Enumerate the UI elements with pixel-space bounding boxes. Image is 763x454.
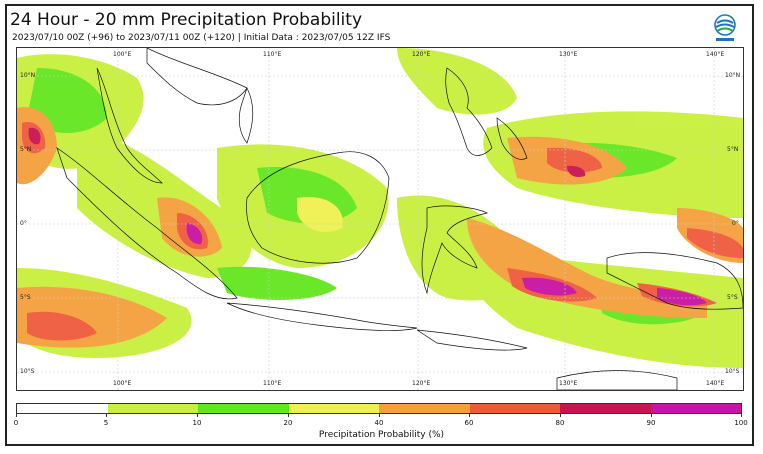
lon-label-bottom: 140°E [706, 380, 725, 387]
lat-label-right: 0° [732, 220, 739, 227]
colorbar-tick [16, 413, 17, 417]
colorbar-title: Precipitation Probability (%) [318, 430, 445, 440]
colorbar-tick [379, 413, 380, 417]
colorbar-segment [198, 404, 289, 413]
colorbar-tick-label: 90 [646, 419, 656, 427]
colorbar-tick [560, 413, 561, 417]
lat-label-left: 0° [20, 220, 27, 227]
lat-label-left: 5°N [20, 146, 32, 153]
lon-label-top: 140°E [706, 51, 725, 58]
lat-label-right: 5°S [727, 294, 738, 301]
agency-logo-icon [714, 14, 736, 41]
lon-label-top: 130°E [559, 51, 578, 58]
colorbar-tick-label: 80 [555, 419, 565, 427]
colorbar-segment [560, 404, 651, 413]
colorbar-segment [107, 404, 198, 413]
colorbar-tick-label: 10 [192, 419, 202, 427]
map-subtitle: 2023/07/10 00Z (+96) to 2023/07/11 00Z (… [12, 33, 391, 43]
lat-label-right: 10°S [725, 368, 740, 375]
colorbar-tick-label: 100 [734, 419, 748, 427]
colorbar-tick [288, 413, 289, 417]
colorbar-segment [469, 404, 560, 413]
lat-label-left: 10°S [20, 368, 35, 375]
colorbar-tick [106, 413, 107, 417]
lat-label-left: 5°S [20, 294, 31, 301]
colorbar-tick [469, 413, 470, 417]
colorbar-tick-label: 5 [103, 419, 109, 427]
lon-label-top: 110°E [263, 51, 282, 58]
colorbar-segment [379, 404, 470, 413]
lon-label-top: 100°E [113, 51, 132, 58]
colorbar-tick-label: 20 [283, 419, 293, 427]
map-title: 24 Hour - 20 mm Precipitation Probabilit… [10, 10, 363, 30]
map-canvas [17, 48, 743, 390]
precipitation-map: 100°E 110°E 120°E 130°E 140°E 100°E 110°… [16, 47, 744, 391]
lon-label-bottom: 130°E [559, 380, 578, 387]
lon-label-bottom: 110°E [263, 380, 282, 387]
lon-label-bottom: 120°E [412, 380, 431, 387]
lat-label-left: 10°N [20, 72, 36, 79]
colorbar-tick [651, 413, 652, 417]
lat-label-right: 10°N [725, 72, 741, 79]
lat-label-right: 5°N [727, 146, 739, 153]
colorbar-tick [741, 413, 742, 417]
colorbar-segment [650, 404, 741, 413]
lon-label-bottom: 100°E [113, 380, 132, 387]
colorbar-segment [17, 404, 108, 413]
lon-label-top: 120°E [412, 51, 431, 58]
colorbar-tick-label: 40 [374, 419, 384, 427]
colorbar-tick [197, 413, 198, 417]
colorbar-tick-label: 0 [13, 419, 19, 427]
colorbar-tick-label: 60 [464, 419, 474, 427]
colorbar-segment [288, 404, 379, 413]
